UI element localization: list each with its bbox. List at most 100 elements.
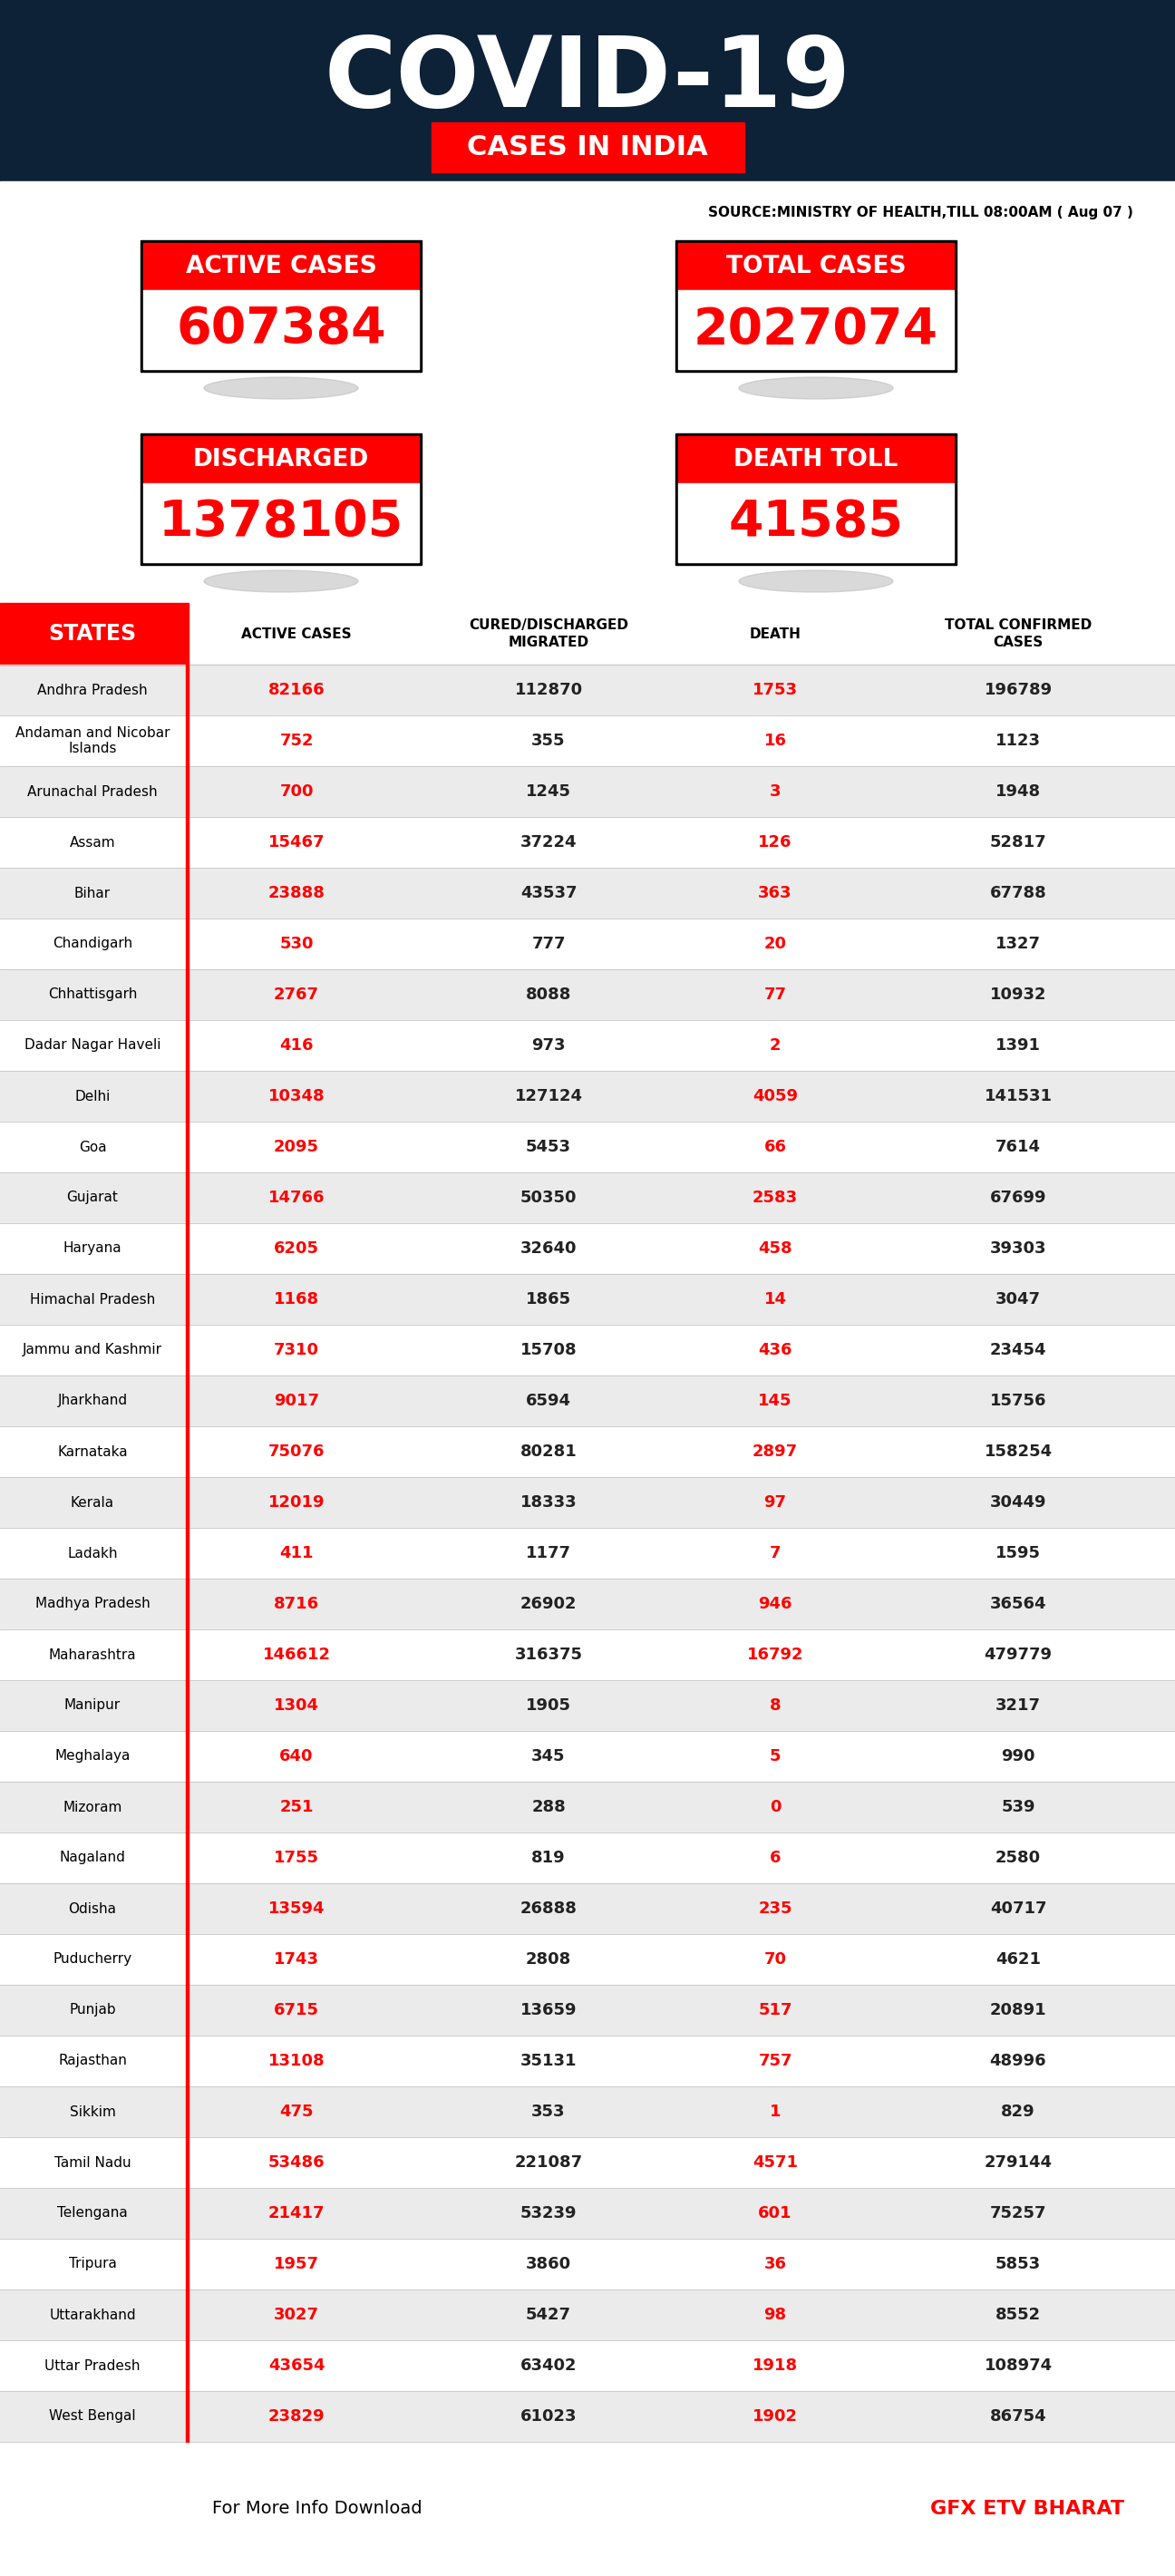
- Bar: [141, 433, 422, 564]
- Text: Puducherry: Puducherry: [53, 1953, 132, 1965]
- Text: Jharkhand: Jharkhand: [58, 1394, 127, 1406]
- Text: Andhra Pradesh: Andhra Pradesh: [38, 683, 148, 698]
- Text: 479779: 479779: [985, 1646, 1052, 1664]
- Text: 752: 752: [280, 732, 314, 750]
- Text: 1245: 1245: [526, 783, 571, 799]
- Bar: [143, 484, 418, 562]
- Bar: [0, 2087, 1175, 2138]
- Text: 86754: 86754: [989, 2409, 1047, 2424]
- Text: GFX ETV BHARAT: GFX ETV BHARAT: [931, 2499, 1124, 2517]
- Text: Telengana: Telengana: [58, 2208, 128, 2221]
- Text: 8552: 8552: [995, 2306, 1041, 2324]
- Text: 196789: 196789: [985, 683, 1052, 698]
- Text: 288: 288: [531, 1798, 565, 1816]
- Text: 13108: 13108: [268, 2053, 324, 2069]
- Text: 411: 411: [280, 1546, 314, 1561]
- Bar: [0, 1579, 1175, 1631]
- Text: 70: 70: [764, 1950, 786, 1968]
- Text: 1168: 1168: [274, 1291, 320, 1309]
- Text: 353: 353: [531, 2105, 565, 2120]
- Text: 2027074: 2027074: [693, 304, 939, 353]
- Text: 126: 126: [758, 835, 792, 850]
- Bar: [0, 716, 1175, 765]
- Text: 1: 1: [770, 2105, 781, 2120]
- Text: 53239: 53239: [521, 2205, 577, 2221]
- Text: 52817: 52817: [989, 835, 1047, 850]
- Text: 13659: 13659: [521, 2002, 577, 2020]
- Text: Odisha: Odisha: [68, 1901, 116, 1917]
- Text: Sikkim: Sikkim: [69, 2105, 115, 2117]
- Text: 2: 2: [770, 1038, 781, 1054]
- Text: 3860: 3860: [525, 2257, 571, 2272]
- Text: 1753: 1753: [752, 683, 798, 698]
- Text: 777: 777: [531, 935, 565, 953]
- Bar: [0, 969, 1175, 1020]
- Text: 108974: 108974: [985, 2357, 1052, 2375]
- Text: 700: 700: [280, 783, 314, 799]
- Bar: [0, 2239, 1175, 2290]
- Text: Madhya Pradesh: Madhya Pradesh: [35, 1597, 150, 1610]
- Text: 1378105: 1378105: [159, 497, 403, 546]
- Text: Nagaland: Nagaland: [60, 1852, 126, 1865]
- Bar: [186, 603, 188, 2442]
- Text: 1905: 1905: [526, 1698, 571, 1713]
- Text: 41585: 41585: [728, 497, 904, 546]
- Bar: [0, 868, 1175, 920]
- Text: 1957: 1957: [274, 2257, 320, 2272]
- Bar: [676, 240, 956, 371]
- Text: 3027: 3027: [274, 2306, 320, 2324]
- Text: 0: 0: [770, 1798, 781, 1816]
- Text: 30449: 30449: [989, 1494, 1047, 1510]
- Text: Ladakh: Ladakh: [67, 1546, 117, 1561]
- Text: 63402: 63402: [521, 2357, 577, 2375]
- Bar: [0, 2339, 1175, 2391]
- Text: 36: 36: [764, 2257, 786, 2272]
- Text: 5427: 5427: [526, 2306, 571, 2324]
- Bar: [678, 484, 954, 562]
- Text: 3: 3: [770, 783, 781, 799]
- Text: 990: 990: [1001, 1749, 1035, 1765]
- Text: 640: 640: [280, 1749, 314, 1765]
- Text: 436: 436: [758, 1342, 792, 1358]
- Text: Uttar Pradesh: Uttar Pradesh: [45, 2360, 140, 2372]
- Text: Tamil Nadu: Tamil Nadu: [54, 2156, 130, 2169]
- Bar: [143, 291, 418, 368]
- Text: 1327: 1327: [995, 935, 1041, 953]
- Bar: [678, 242, 954, 291]
- Text: 8716: 8716: [274, 1597, 320, 1613]
- Text: 458: 458: [758, 1242, 792, 1257]
- Text: 146612: 146612: [262, 1646, 330, 1664]
- Bar: [0, 2391, 1175, 2442]
- Text: 97: 97: [764, 1494, 786, 1510]
- Text: 757: 757: [758, 2053, 792, 2069]
- Bar: [0, 1528, 1175, 1579]
- Text: 6205: 6205: [274, 1242, 320, 1257]
- Text: 61023: 61023: [521, 2409, 577, 2424]
- Text: 5453: 5453: [526, 1139, 571, 1154]
- Text: 15708: 15708: [521, 1342, 577, 1358]
- Text: CASES IN INDIA: CASES IN INDIA: [466, 134, 709, 160]
- Text: 14766: 14766: [268, 1190, 324, 1206]
- Text: 5853: 5853: [995, 2257, 1041, 2272]
- Text: Gujarat: Gujarat: [67, 1190, 119, 1206]
- Text: 16: 16: [764, 732, 786, 750]
- Bar: [0, 1121, 1175, 1172]
- Text: 15467: 15467: [268, 835, 324, 850]
- Text: Meghalaya: Meghalaya: [55, 1749, 130, 1762]
- Bar: [0, 665, 1175, 716]
- Text: 316375: 316375: [515, 1646, 583, 1664]
- Text: 18333: 18333: [521, 1494, 577, 1510]
- Text: 37224: 37224: [521, 835, 577, 850]
- Text: 251: 251: [280, 1798, 314, 1816]
- Bar: [0, 1883, 1175, 1935]
- Text: Himachal Pradesh: Himachal Pradesh: [29, 1293, 155, 1306]
- Text: 127124: 127124: [515, 1087, 583, 1105]
- Text: COVID-19: COVID-19: [324, 31, 851, 129]
- Bar: [678, 435, 954, 484]
- Text: 1918: 1918: [752, 2357, 798, 2375]
- Text: 67699: 67699: [989, 1190, 1047, 1206]
- Text: Maharashtra: Maharashtra: [48, 1649, 136, 1662]
- Text: 235: 235: [758, 1901, 792, 1917]
- Text: Karnataka: Karnataka: [58, 1445, 128, 1458]
- Bar: [431, 124, 744, 173]
